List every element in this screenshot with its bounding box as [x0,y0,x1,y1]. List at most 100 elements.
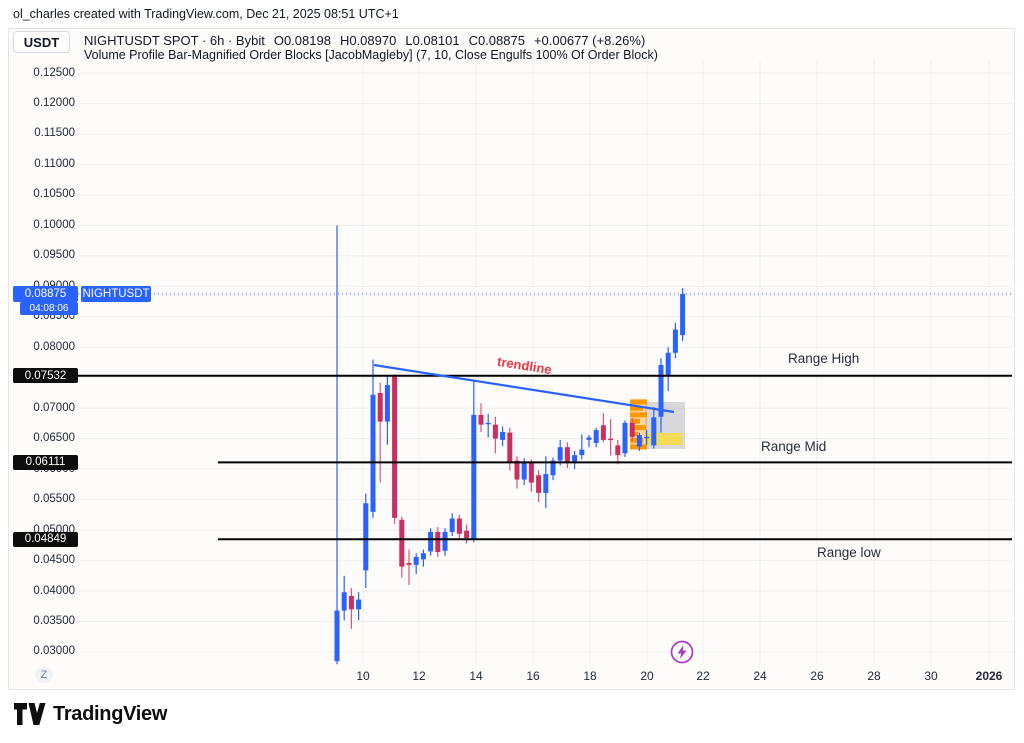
price-tick-label: 0.11000 [34,157,75,170]
candle-body [622,422,628,454]
level-price-label: 0.06111 [13,454,78,470]
candle-body [334,610,340,662]
trendline-drawing[interactable] [373,363,675,414]
ohlc-open: O0.08198 [273,33,331,48]
price-tick-label: 0.12500 [33,66,75,79]
candle-body [629,422,635,437]
candle-body [644,436,650,439]
ohlc-close: C0.08875 [468,33,525,48]
candle-body [442,531,448,551]
price-tick-label: 0.10500 [33,188,75,201]
volume-profile-bar [630,399,647,405]
candle-body [579,449,585,456]
candle-body [406,563,412,565]
candle-body [564,447,570,464]
lightning-bolt-icon [677,645,687,659]
price-tick-label: 0.12000 [33,96,75,109]
time-tick-label: 18 [583,669,597,683]
tradingview-logo-icon [14,703,46,725]
candle-body [377,392,383,422]
ohlc-high: H0.08970 [339,33,397,48]
range-level-text: Range High [788,351,860,366]
price-tick-label: 0.06500 [33,432,75,445]
volume-profile-bar [630,418,640,424]
volume-profile-bar [630,412,647,418]
price-tick-label: 0.11500 [34,127,75,140]
candle-body [478,414,484,425]
time-tick-label: 26 [810,669,824,683]
candle-body [485,422,491,425]
candle-body [464,530,470,539]
candle-body [536,475,542,493]
price-tick-label: 0.09500 [33,249,75,262]
time-tick-label: 16 [526,669,540,683]
candle-body [550,460,556,476]
candle-body [413,556,419,565]
time-tick-label: 22 [696,669,710,683]
level-price-label: 0.07532 [13,368,78,384]
range-level-text: Range Mid [761,439,827,454]
time-tick-label: 24 [753,669,767,683]
candle-body [492,424,498,439]
candle-body [507,432,513,462]
quote-currency-badge[interactable]: USDT [13,31,70,53]
candle-body [370,394,376,512]
chart-panel [8,28,1015,690]
price-tick-label: 0.08000 [33,340,75,353]
candle-body [572,455,578,464]
candle-body [608,438,614,441]
candle-body [586,437,592,440]
symbol-name[interactable]: NIGHTUSDT SPOT · 6h · Bybit [84,33,265,48]
price-tick-label: 0.07000 [33,401,75,414]
current-price-label: 0.08875 [13,285,78,302]
price-tick-label: 0.03000 [33,645,75,658]
symbol-price-tag: NIGHTUSDT [81,285,151,302]
candle-body [593,430,599,443]
volume-profile-bar [630,405,643,411]
price-tick-label: 0.05500 [33,493,75,506]
candle-body [600,425,606,440]
candle-body [665,352,671,377]
candle-body [435,531,441,553]
candle-body [658,364,664,417]
candle-body [636,435,642,447]
volume-profile-bar [630,425,646,431]
price-tick-label: 0.04000 [33,584,75,597]
candle-body [341,592,347,611]
volume-profile-bar [630,444,647,450]
indicator-title[interactable]: Volume Profile Bar-Magnified Order Block… [84,48,658,62]
candle-body [363,503,369,571]
time-tick-label: 12 [412,669,426,683]
price-tick-label: 0.04500 [33,554,75,567]
timezone-button[interactable]: Z [35,667,53,683]
candle-body [543,474,549,493]
symbol-title-line: NIGHTUSDT SPOT · 6h · Bybit O0.08198 H0.08… [84,33,654,48]
price-tick-label: 0.03500 [33,615,75,628]
candle-body [680,293,686,336]
candle-body [528,462,534,483]
candle-body [384,385,390,422]
candle-body [420,553,426,560]
tradingview-logo-text: TradingView [53,703,168,725]
candle-body [500,431,506,440]
candle-body [557,447,563,461]
level-price-label: 0.04849 [13,531,78,547]
candle-body [428,531,434,552]
time-tick-label: 28 [867,669,881,683]
price-tick-label: 0.10000 [33,218,75,231]
time-tick-label: 2026 [975,669,1003,683]
footer-brand: TradingView [13,702,167,727]
volume-profile-column[interactable] [630,399,647,450]
range-level-text: Range low [817,545,881,560]
candle-body [399,519,405,567]
bar-countdown-label: 04:08:06 [20,301,78,315]
candle-body [392,375,398,518]
candle-body [615,445,621,456]
volume-profile-bar [630,437,643,443]
candle-body [456,518,462,534]
time-tick-label: 20 [640,669,654,683]
candle-body [348,595,354,610]
candle-body [514,460,520,480]
candle-body [672,329,678,353]
